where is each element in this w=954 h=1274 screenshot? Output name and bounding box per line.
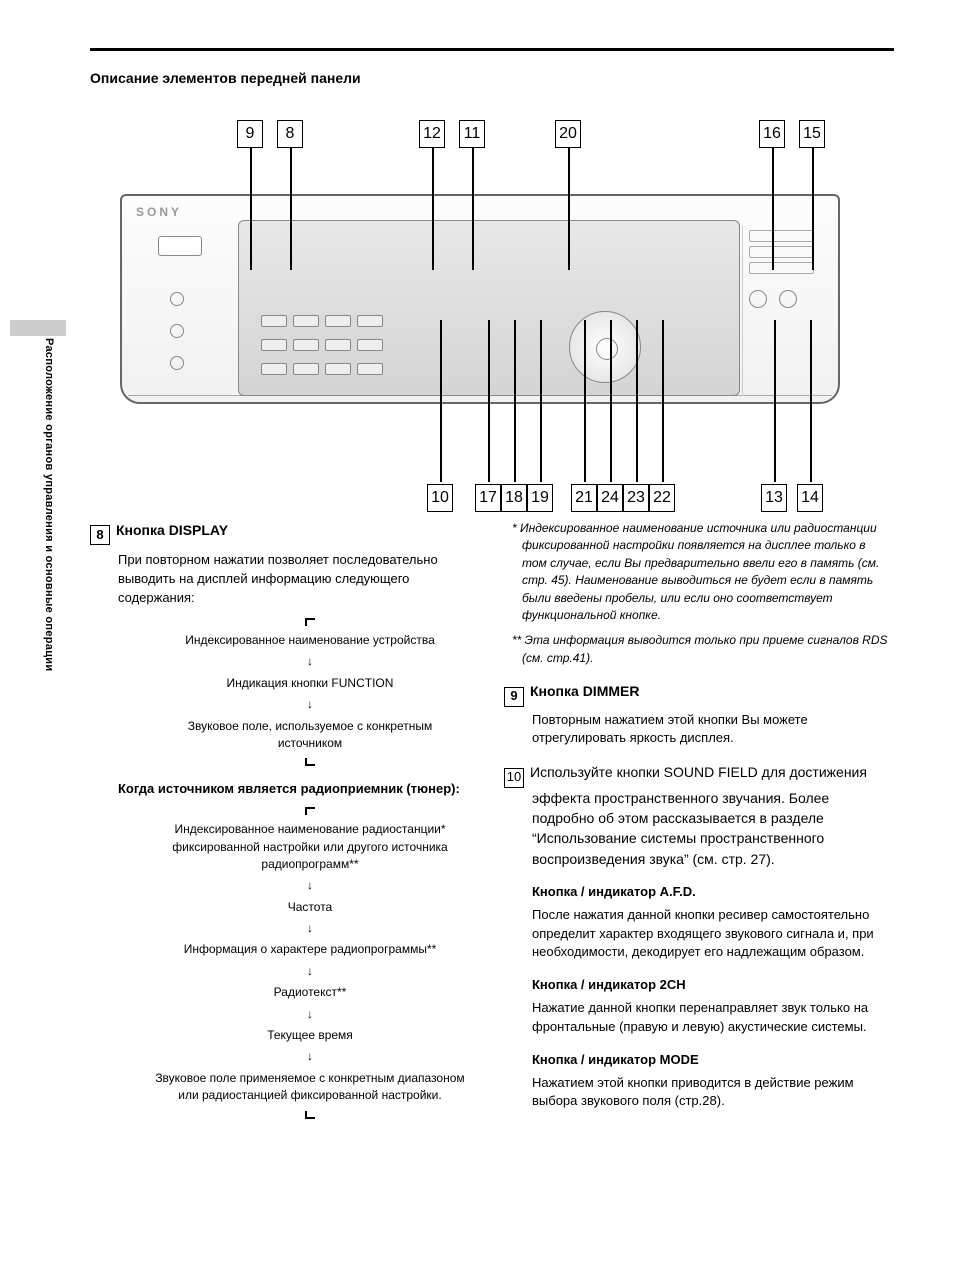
leader-line	[662, 320, 664, 482]
2ch-title: Кнопка / индикатор 2CH	[532, 976, 890, 995]
top-rule	[90, 48, 894, 51]
leader-line	[772, 148, 774, 270]
flow-step: Индексированное наименование радиостанци…	[154, 821, 466, 873]
callout-box-9: 9	[504, 687, 524, 707]
down-arrow-icon: ↓	[154, 877, 466, 894]
mode-text: Нажатием этой кнопки приводится в действ…	[532, 1074, 890, 1112]
down-arrow-icon: ↓	[154, 1006, 466, 1023]
callouts-bottom: 10 171819 21242322 13 14	[90, 480, 860, 516]
led-column	[170, 292, 184, 370]
footnote-1: * Индексированное наименование источника…	[522, 520, 890, 624]
item-9-heading: 9Кнопка DIMMER	[532, 681, 890, 706]
mode-title: Кнопка / индикатор MODE	[532, 1051, 890, 1070]
right-column: * Индексированное наименование источника…	[504, 520, 890, 1133]
item-8-intro: При повторном нажатии позволяет последов…	[118, 551, 476, 608]
leader-line	[810, 320, 812, 482]
leader-line	[610, 320, 612, 482]
callout-10: 10	[427, 484, 453, 512]
flow-step: Радиотекст**	[154, 984, 466, 1001]
leader-line	[488, 320, 490, 482]
brand-logo: SONY	[136, 204, 182, 221]
2ch-text: Нажатие данной кнопки перенаправляет зву…	[532, 999, 890, 1037]
power-button	[158, 236, 202, 256]
item-9-title: Кнопка DIMMER	[530, 683, 639, 699]
callout-19: 19	[527, 484, 553, 512]
flow-step: Информация о характере радиопрограммы**	[154, 941, 466, 958]
leader-line	[584, 320, 586, 482]
item-9-text: Повторным нажатием этой кнопки Вы можете…	[532, 711, 890, 749]
front-panel-diagram: 98 12 11 20 16 15 SONY 10 171819 21242322 13 14	[90, 120, 860, 510]
flow-step: Индексированное наименование устройства	[154, 632, 466, 649]
leader-line	[472, 148, 474, 270]
leader-line	[514, 320, 516, 482]
flow-step: Текущее время	[154, 1027, 466, 1044]
leader-line	[540, 320, 542, 482]
page-title: Описание элементов передней панели	[90, 68, 361, 88]
down-arrow-icon: ↓	[154, 920, 466, 937]
leader-line	[636, 320, 638, 482]
callout-20: 20	[555, 120, 581, 148]
item-8-title: Кнопка DISPLAY	[116, 522, 228, 538]
jog-dial	[569, 311, 641, 383]
callout-13: 13	[761, 484, 787, 512]
leader-line	[290, 148, 292, 270]
callout-9: 9	[237, 120, 263, 148]
callout-22: 22	[649, 484, 675, 512]
callout-21: 21	[571, 484, 597, 512]
footnote-2: ** Эта информация выводится только при п…	[522, 632, 890, 667]
down-arrow-icon: ↓	[154, 1048, 466, 1065]
leader-line	[568, 148, 570, 270]
callout-8: 8	[277, 120, 303, 148]
leader-line	[432, 148, 434, 270]
item-10-text: Используйте кнопки SOUND FIELD для дости…	[530, 764, 867, 866]
afd-title: Кнопка / индикатор A.F.D.	[532, 883, 890, 902]
callout-box-8: 8	[90, 525, 110, 545]
flow-step: Звуковое поле, используемое с конкретным…	[154, 718, 466, 753]
side-tab	[10, 320, 66, 336]
flow-step: Индикация кнопки FUNCTION	[154, 675, 466, 692]
callouts-top: 98 12 11 20 16 15	[90, 120, 860, 160]
leader-line	[250, 148, 252, 270]
flow-step: Частота	[154, 899, 466, 916]
down-arrow-icon: ↓	[154, 696, 466, 713]
display-flow-1: Индексированное наименование устройства ↓…	[144, 620, 476, 764]
left-column: 8 Кнопка DISPLAY При повторном нажатии по…	[90, 520, 476, 1133]
right-pod	[742, 226, 820, 396]
callout-15: 15	[799, 120, 825, 148]
callout-box-10: 10	[504, 768, 524, 788]
leader-line	[440, 320, 442, 482]
callout-24: 24	[597, 484, 623, 512]
side-section-label: Расположение органов управления и основн…	[40, 338, 56, 671]
down-arrow-icon: ↓	[154, 653, 466, 670]
callout-23: 23	[623, 484, 649, 512]
item-10-block: 10Используйте кнопки SOUND FIELD для дос…	[532, 762, 890, 869]
leader-line	[812, 148, 814, 270]
callout-14: 14	[797, 484, 823, 512]
callout-11: 11	[459, 120, 485, 148]
item-8-heading: 8 Кнопка DISPLAY	[90, 520, 476, 545]
tuner-subheading: Когда источником является радиоприемник …	[118, 780, 476, 799]
callout-17: 17	[475, 484, 501, 512]
flow-step: Звуковое поле применяемое с конкретным д…	[154, 1070, 466, 1105]
callout-12: 12	[419, 120, 445, 148]
down-arrow-icon: ↓	[154, 963, 466, 980]
content-columns: 8 Кнопка DISPLAY При повторном нажатии по…	[90, 520, 890, 1133]
display-flow-2: Индексированное наименование радиостанци…	[144, 809, 476, 1116]
receiver-panel: SONY	[120, 194, 840, 404]
callout-16: 16	[759, 120, 785, 148]
callout-18: 18	[501, 484, 527, 512]
button-rows	[261, 315, 383, 375]
afd-text: После нажатия данной кнопки ресивер само…	[532, 906, 890, 963]
leader-line	[774, 320, 776, 482]
